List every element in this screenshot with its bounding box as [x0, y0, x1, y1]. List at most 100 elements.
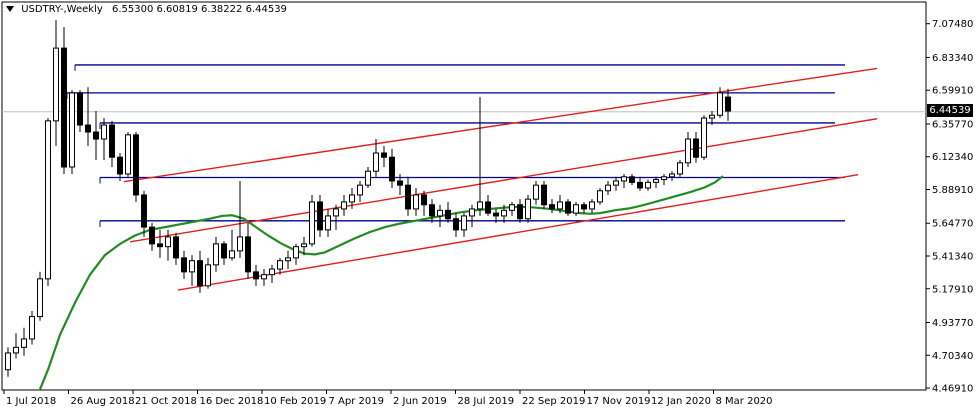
- candle-body: [477, 201, 483, 210]
- candle-body: [621, 176, 627, 182]
- candle-body: [677, 162, 683, 175]
- candle-body: [485, 201, 491, 214]
- candle-body: [141, 194, 147, 228]
- trend-channel-line: [123, 67, 878, 183]
- candle-body: [5, 352, 11, 371]
- candle-body: [557, 201, 563, 210]
- candle-body: [149, 226, 155, 245]
- x-tick-label: 8 Mar 2020: [716, 396, 773, 407]
- candle-body: [645, 181, 651, 189]
- candle-body: [605, 184, 611, 192]
- candle-body: [165, 236, 171, 248]
- candle-body: [173, 236, 179, 259]
- candle-body: [429, 204, 435, 217]
- candle-body: [93, 131, 99, 140]
- candle-body: [461, 215, 467, 231]
- candle-body: [685, 138, 691, 164]
- candle-body: [69, 92, 75, 168]
- candle-body: [245, 236, 251, 273]
- candle-body: [61, 47, 67, 168]
- candle-body: [525, 198, 531, 220]
- candle-body: [437, 209, 443, 217]
- candle-body: [565, 201, 571, 214]
- x-tick-label: 26 Aug 2018: [71, 396, 135, 407]
- x-tick-label: 16 Dec 2018: [200, 396, 264, 407]
- candle-body: [205, 264, 211, 287]
- candle-body: [253, 271, 259, 280]
- candle-body: [301, 243, 307, 248]
- candle-body: [293, 246, 299, 259]
- candle-body: [701, 117, 707, 158]
- x-tick-label: 2 Jun 2019: [393, 396, 447, 407]
- candle-body: [389, 156, 395, 182]
- candle-body: [189, 260, 195, 273]
- current-price-badge: 6.44539: [927, 104, 973, 117]
- candle-body: [405, 184, 411, 210]
- candle-body: [341, 201, 347, 210]
- candle-body: [333, 208, 339, 217]
- candle-body: [365, 170, 371, 186]
- y-tick-label: 4.46910: [932, 384, 973, 395]
- candle-body: [53, 47, 59, 122]
- x-tick-label: 1 Jul 2018: [6, 396, 56, 407]
- y-tick-label: 6.12340: [932, 152, 973, 163]
- y-tick-label: 4.70340: [932, 351, 973, 362]
- candle-body: [549, 204, 555, 210]
- candle-body: [725, 96, 731, 112]
- x-tick-label: 21 Oct 2018: [135, 396, 197, 407]
- candle-body: [181, 257, 187, 273]
- candle-body: [229, 250, 235, 259]
- candle-body: [453, 218, 459, 231]
- candle-body: [109, 124, 115, 158]
- candle-body: [309, 201, 315, 245]
- candle-body: [269, 268, 275, 276]
- candle-body: [661, 176, 667, 181]
- candle-body: [317, 201, 323, 231]
- x-tick-label: 10 Feb 2019: [264, 396, 326, 407]
- candle-body: [597, 190, 603, 203]
- y-tick-label: 5.41340: [932, 251, 973, 262]
- y-tick-label: 5.17910: [932, 284, 973, 295]
- candle-body: [349, 194, 355, 203]
- candle-body: [381, 152, 387, 158]
- y-tick-label: 6.59910: [932, 86, 973, 97]
- chart-header: USDTRY-,Weekly 6.55300 6.60819 6.38222 6…: [6, 4, 287, 15]
- candle-body: [469, 208, 475, 217]
- candle-body: [117, 156, 123, 175]
- candle-body: [277, 260, 283, 270]
- candle-body: [13, 346, 19, 354]
- dropdown-triangle-icon[interactable]: [6, 6, 14, 12]
- candle-body: [653, 179, 659, 183]
- x-tick-label: 12 Jan 2020: [651, 396, 711, 407]
- candle-body: [37, 278, 43, 318]
- candle-body: [373, 152, 379, 172]
- candle-body: [613, 180, 619, 186]
- candle-body: [45, 120, 51, 280]
- candle-body: [101, 124, 107, 140]
- candle-body: [533, 184, 539, 200]
- trend-channel-line: [177, 173, 859, 291]
- y-tick-label: 7.07480: [932, 19, 973, 30]
- candle-body: [501, 209, 507, 217]
- symbol-label: USDTRY-,Weekly: [21, 4, 103, 15]
- candle-body: [509, 204, 515, 211]
- candle-body: [213, 243, 219, 266]
- y-tick-label: 5.88910: [932, 185, 973, 196]
- candle-body: [133, 134, 139, 196]
- plot-border: [1, 1, 927, 391]
- candle-body: [325, 215, 331, 231]
- candle-body: [517, 204, 523, 220]
- candle-body: [573, 204, 579, 214]
- y-tick-label: 4.93770: [932, 318, 973, 329]
- candle-body: [197, 260, 203, 287]
- candle-body: [421, 194, 427, 206]
- candle-body: [629, 176, 635, 183]
- ohlc-values: 6.55300 6.60819 6.38222 6.44539: [111, 4, 287, 15]
- candle-body: [125, 134, 131, 175]
- candle-body: [693, 138, 699, 158]
- candle-body: [157, 243, 163, 248]
- candle-body: [285, 257, 291, 262]
- y-tick-label: 6.83340: [932, 53, 973, 64]
